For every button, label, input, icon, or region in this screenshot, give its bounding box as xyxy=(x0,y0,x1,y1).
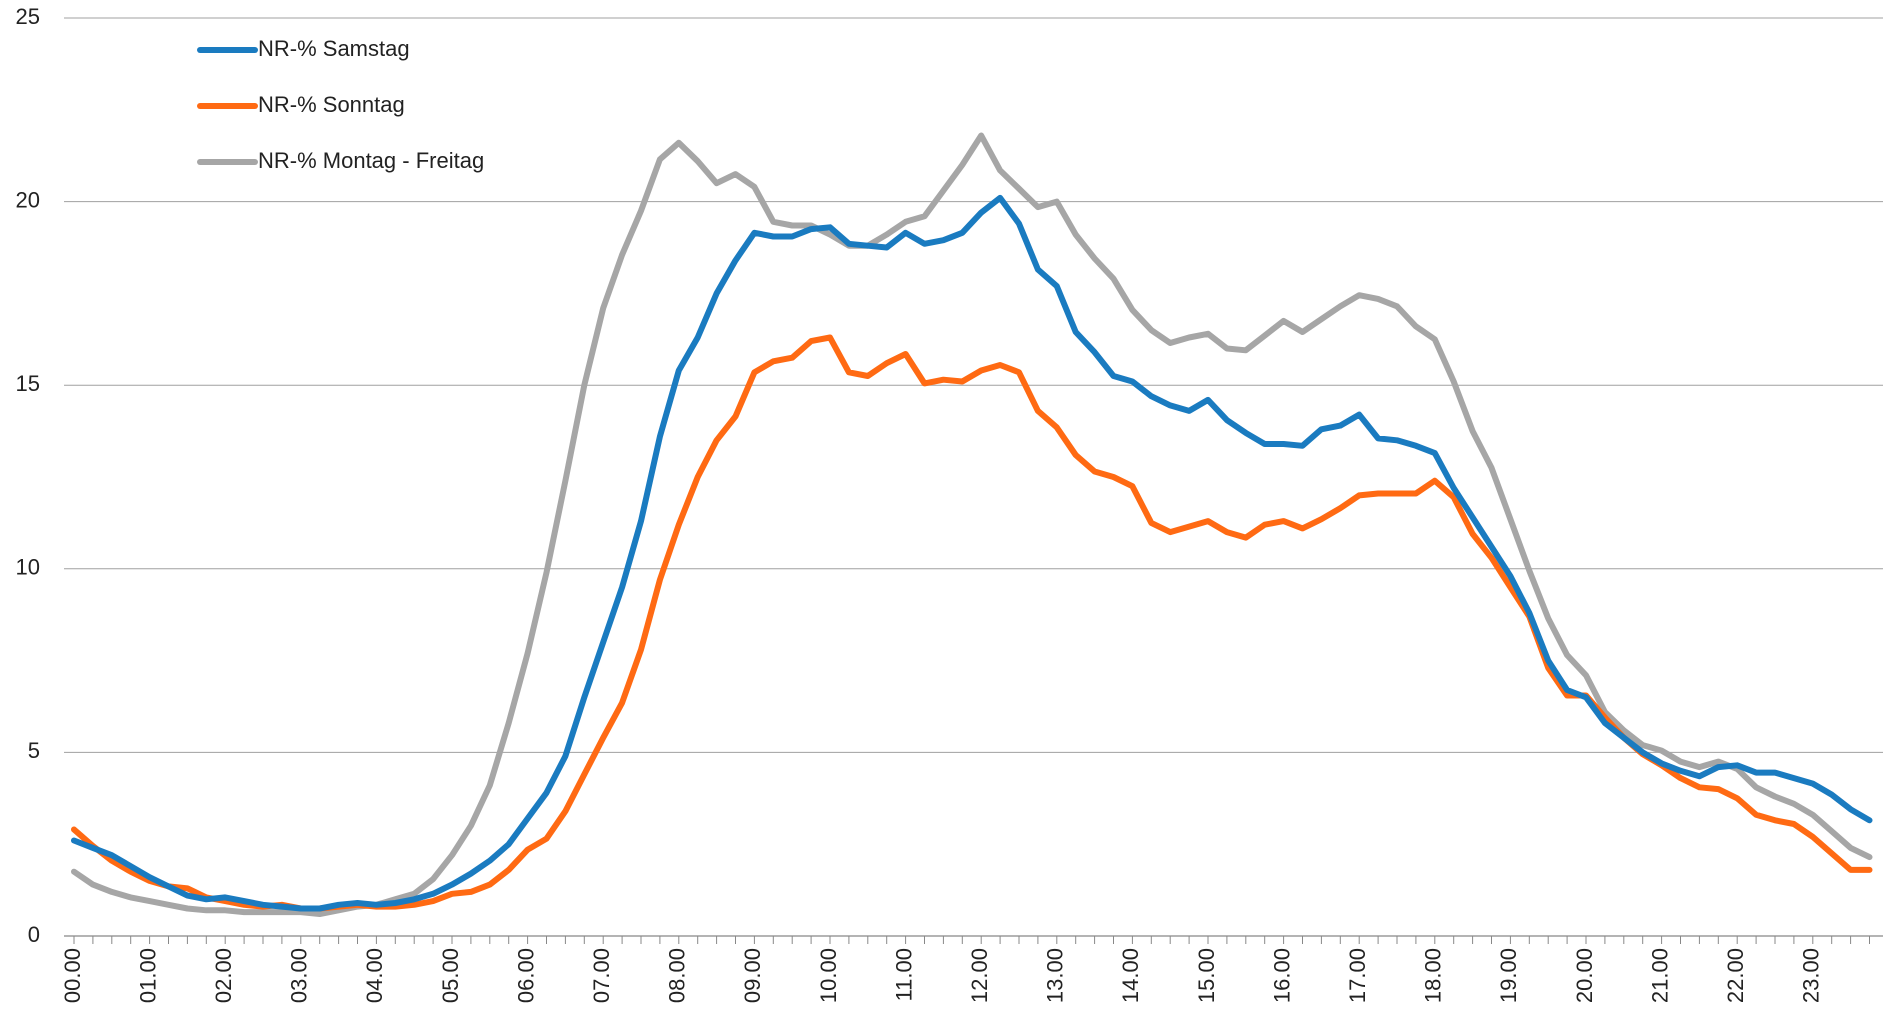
x-tick-label: 10.00 xyxy=(816,948,841,1003)
legend-label: NR-% Sonntag xyxy=(258,92,405,117)
series-line xyxy=(71,194,1873,912)
x-tick-label: 22.00 xyxy=(1723,948,1748,1003)
x-tick-label: 20.00 xyxy=(1572,948,1597,1003)
x-tick-label: 00.00 xyxy=(60,948,85,1003)
x-tick-label: 16.00 xyxy=(1269,948,1294,1003)
y-tick-label: 25 xyxy=(16,4,40,29)
x-tick-label: 07.00 xyxy=(589,948,614,1003)
legend-label: NR-% Montag - Freitag xyxy=(258,148,484,173)
x-tick-label: 21.00 xyxy=(1647,948,1672,1003)
x-tick-label: 02.00 xyxy=(211,948,236,1003)
x-tick-label: 12.00 xyxy=(967,948,992,1003)
x-tick-label: 08.00 xyxy=(665,948,690,1003)
x-tick-label: 18.00 xyxy=(1421,948,1446,1003)
x-tick-label: 14.00 xyxy=(1118,948,1143,1003)
y-tick-label: 0 xyxy=(28,922,40,947)
y-tick-label: 10 xyxy=(16,555,40,580)
series-line xyxy=(71,334,1873,912)
x-tick-label: 11.00 xyxy=(891,948,916,1001)
x-tick-label: 15.00 xyxy=(1194,948,1219,1003)
x-tick-label: 04.00 xyxy=(362,948,387,1003)
x-tick-label: 06.00 xyxy=(513,948,538,1003)
legend-label: NR-% Samstag xyxy=(258,36,410,61)
x-tick-label: 19.00 xyxy=(1496,948,1521,1003)
x-tick-label: 03.00 xyxy=(287,948,312,1003)
x-tick-label: 23.00 xyxy=(1799,948,1824,1003)
y-tick-label: 20 xyxy=(16,187,40,212)
x-tick-label: 09.00 xyxy=(740,948,765,1003)
x-tick-label: 17.00 xyxy=(1345,948,1370,1003)
x-tick-label: 01.00 xyxy=(135,948,160,1003)
series-line xyxy=(71,132,1873,917)
y-tick-label: 15 xyxy=(16,371,40,396)
y-tick-label: 5 xyxy=(28,738,40,763)
x-tick-label: 05.00 xyxy=(438,948,463,1003)
x-tick-label: 13.00 xyxy=(1043,948,1068,1003)
